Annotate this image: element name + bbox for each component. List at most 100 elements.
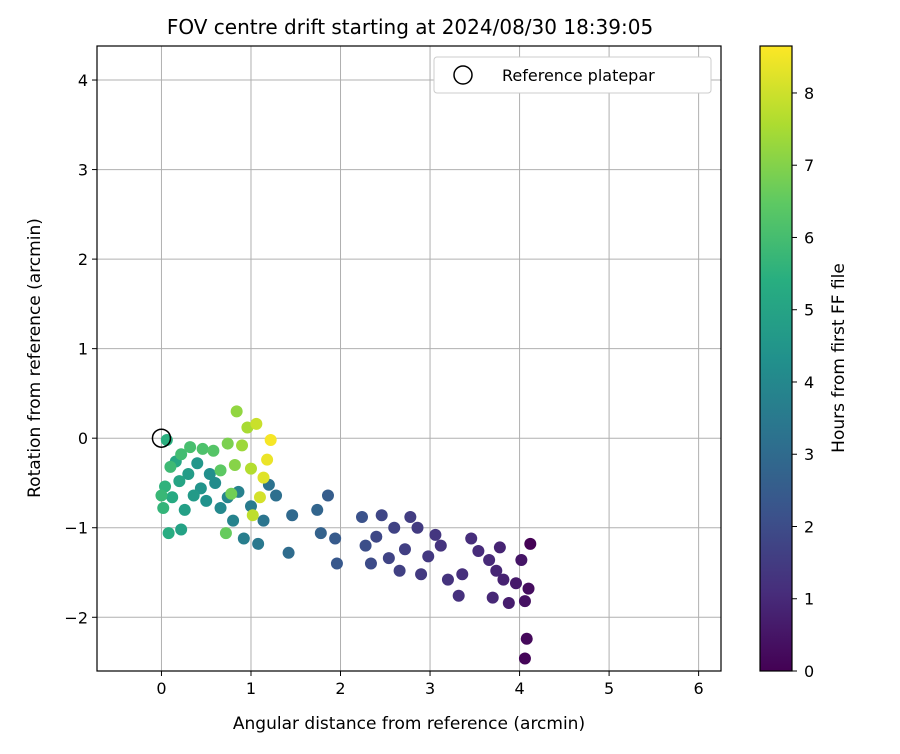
data-point <box>355 510 368 523</box>
data-point <box>203 468 216 481</box>
data-point <box>286 509 299 522</box>
data-point <box>330 557 343 570</box>
y-tick-label: −1 <box>64 519 88 538</box>
y-tick-label: −2 <box>64 608 88 627</box>
data-point <box>257 471 270 484</box>
legend-marker-icon <box>453 65 473 85</box>
colorbar-tick-label: 4 <box>804 373 814 392</box>
colorbar-tick-label: 3 <box>804 445 814 464</box>
y-tick-label: 1 <box>78 340 88 359</box>
data-point <box>207 444 220 457</box>
data-point <box>187 489 200 502</box>
colorbar-tick-label: 5 <box>804 301 814 320</box>
data-point <box>214 502 227 515</box>
data-point <box>375 509 388 522</box>
data-point <box>483 553 496 566</box>
data-point <box>364 557 377 570</box>
data-point <box>164 460 177 473</box>
x-axis-label: Angular distance from reference (arcmin) <box>233 714 585 734</box>
data-point <box>162 527 175 540</box>
data-point <box>253 491 266 504</box>
data-point <box>227 514 240 527</box>
data-point <box>434 539 447 552</box>
colorbar-tick-label: 0 <box>804 662 814 681</box>
data-point <box>191 457 204 470</box>
data-point <box>270 489 283 502</box>
plot-area: 0 1 2 3 4 5 6 −2 −1 0 1 2 3 4 <box>64 45 722 698</box>
data-point <box>472 545 485 558</box>
colorbar: 0 1 2 3 4 5 6 7 8 Hours from first FF file <box>759 45 849 681</box>
data-point <box>178 503 191 516</box>
x-tick-label: 0 <box>156 679 166 698</box>
reference-marker <box>151 428 172 448</box>
data-point <box>221 437 234 450</box>
data-point <box>246 509 259 522</box>
plot-background <box>97 46 721 671</box>
y-tick-label: 2 <box>78 250 88 269</box>
data-point <box>252 537 265 550</box>
y-tick-label: 0 <box>78 429 88 448</box>
data-point <box>261 453 274 466</box>
y-axis-label: Rotation from reference (arcmin) <box>25 218 45 498</box>
data-point <box>282 546 295 559</box>
data-point <box>184 441 197 454</box>
x-tick-label: 2 <box>335 679 345 698</box>
data-point <box>175 448 188 461</box>
data-point <box>264 433 277 446</box>
data-point <box>314 527 327 540</box>
data-point <box>228 459 241 472</box>
data-point <box>497 573 510 586</box>
x-tick-label: 5 <box>604 679 614 698</box>
x-tick-label: 6 <box>694 679 704 698</box>
data-point <box>236 439 249 452</box>
data-point <box>219 527 232 540</box>
data-point <box>493 541 506 554</box>
data-point <box>465 532 478 545</box>
x-tick-label: 1 <box>246 679 256 698</box>
data-point <box>393 564 406 577</box>
data-point <box>486 591 499 604</box>
colorbar-tick-label: 7 <box>804 156 814 175</box>
data-point <box>173 475 186 488</box>
grid-lines <box>97 46 721 671</box>
x-tick-label: 4 <box>514 679 524 698</box>
data-point <box>311 503 324 516</box>
data-point <box>370 530 383 543</box>
legend-box <box>433 56 712 94</box>
colorbar-tick-label: 8 <box>804 84 814 103</box>
data-point <box>182 468 195 481</box>
colorbar-tick-label: 6 <box>804 228 814 247</box>
data-point <box>411 521 424 534</box>
legend: Reference platepar <box>433 56 712 94</box>
y-tick-label: 3 <box>78 161 88 180</box>
data-point <box>522 582 535 595</box>
x-tick-label: 3 <box>425 679 435 698</box>
data-point <box>155 489 168 502</box>
data-point <box>321 489 334 502</box>
data-point <box>452 589 465 602</box>
data-point <box>225 487 238 500</box>
data-point <box>509 577 522 590</box>
x-axis-ticks: 0 1 2 3 4 5 6 <box>156 671 704 698</box>
data-point <box>456 568 469 581</box>
data-point <box>502 596 515 609</box>
data-point <box>422 550 435 563</box>
data-point <box>441 573 454 586</box>
data-point <box>404 510 417 523</box>
data-point <box>244 500 257 513</box>
colorbar-ticks: 0 1 2 3 4 5 6 7 8 <box>792 84 814 681</box>
data-point <box>175 523 188 536</box>
chart-title: FOV centre drift starting at 2024/08/30 … <box>167 15 653 39</box>
data-point <box>524 537 537 550</box>
data-point <box>157 502 170 515</box>
data-point <box>257 514 270 527</box>
y-tick-label: 4 <box>78 71 88 90</box>
data-point <box>196 442 209 455</box>
data-point <box>250 417 263 430</box>
colorbar-tick-label: 2 <box>804 517 814 536</box>
data-point <box>520 632 533 645</box>
data-point <box>214 464 227 477</box>
data-point <box>166 491 179 504</box>
data-point <box>518 652 531 665</box>
